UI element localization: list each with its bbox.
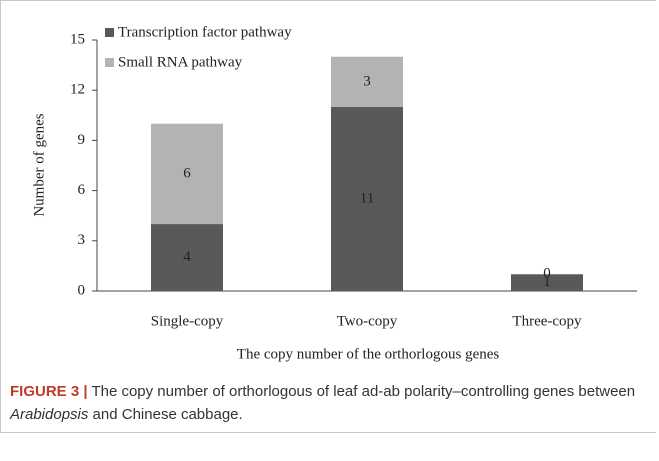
caption-text: The copy number of orthorlogous of leaf … [87, 383, 636, 400]
y-tick-label: 9 [78, 132, 86, 148]
x-tick-label: Two-copy [337, 313, 398, 329]
bar-segment [511, 274, 583, 291]
legend-label: Transcription factor pathway [118, 24, 292, 40]
caption-italic: Arabidopsis [10, 406, 89, 423]
data-label: 0 [543, 266, 551, 282]
caption-text: and Chinese cabbage. [88, 406, 243, 423]
legend-label: Small RNA pathway [118, 54, 243, 70]
y-tick-label: 12 [70, 82, 85, 98]
y-tick-label: 3 [78, 232, 86, 248]
data-label: 1 [543, 274, 551, 290]
caption-label: FIGURE 3 | [10, 383, 88, 400]
chart: Number of genes The copy number of the o… [31, 24, 637, 362]
data-label: 3 [363, 73, 371, 89]
bar-segment [331, 56, 403, 107]
legend-swatch [105, 58, 114, 67]
y-tick-label: 0 [78, 282, 86, 298]
y-tick-label: 6 [78, 182, 86, 198]
legend-swatch [105, 28, 114, 37]
data-label: 6 [183, 165, 191, 181]
x-axis-title: The copy number of the orthorlogous gene… [237, 346, 500, 362]
y-tick-label: 15 [70, 31, 85, 47]
x-tick-label: Single-copy [151, 313, 224, 329]
data-label: 4 [183, 249, 191, 265]
data-label: 11 [360, 190, 374, 206]
x-tick-label: Three-copy [512, 313, 582, 329]
figure-frame [0, 0, 656, 433]
caption: FIGURE 3 | The copy number of orthorlogo… [10, 380, 650, 426]
bar-segment [151, 123, 223, 225]
y-axis-title: Number of genes [31, 113, 47, 216]
bar-segment [331, 106, 403, 291]
bar-segment [151, 224, 223, 291]
